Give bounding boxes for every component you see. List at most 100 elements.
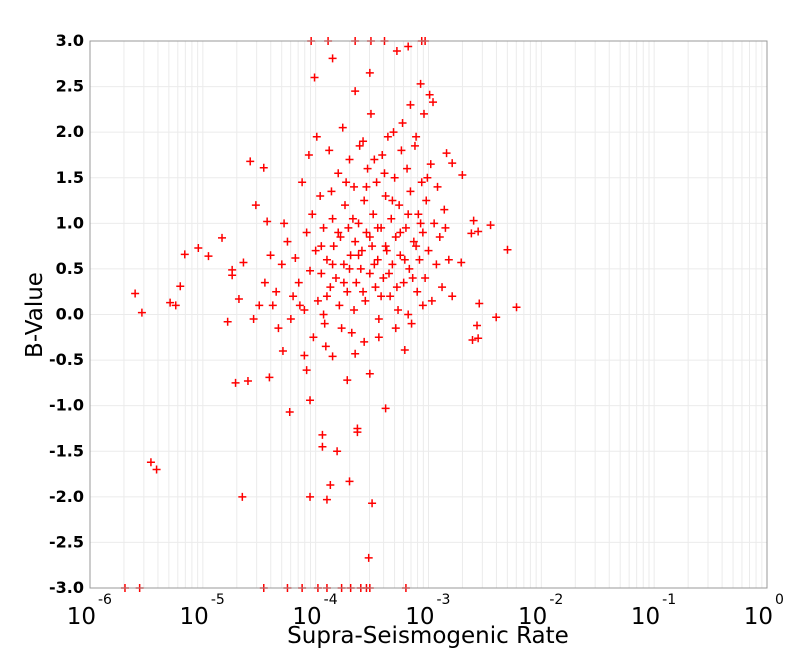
data-point	[408, 274, 417, 283]
data-point	[396, 251, 405, 260]
data-point	[341, 201, 350, 210]
data-point	[492, 313, 501, 322]
x-tick-exponent: -2	[549, 592, 563, 608]
data-point	[354, 219, 363, 228]
data-point	[176, 282, 185, 291]
data-point	[298, 178, 307, 187]
data-point	[435, 233, 444, 242]
data-point	[366, 109, 375, 118]
data-point	[300, 351, 309, 360]
data-point	[360, 196, 369, 205]
data-point	[223, 317, 232, 326]
data-point	[444, 255, 453, 264]
x-tick-base: 10	[292, 604, 321, 630]
data-point	[401, 223, 410, 232]
data-point	[430, 219, 439, 228]
plot-frame	[89, 40, 768, 589]
data-point	[373, 223, 382, 232]
data-point	[351, 349, 360, 358]
data-point	[433, 182, 442, 191]
data-point	[512, 303, 521, 312]
data-point	[362, 228, 371, 237]
x-tick-base: 10	[518, 604, 547, 630]
y-tick-label: -1.0	[49, 396, 84, 415]
data-point	[386, 292, 395, 301]
data-point	[422, 196, 431, 205]
data-point	[413, 287, 422, 296]
data-point	[343, 376, 352, 385]
data-point	[333, 447, 342, 456]
data-point	[152, 465, 161, 474]
data-point	[468, 336, 477, 345]
data-point	[234, 295, 243, 304]
data-point	[359, 287, 368, 296]
data-point	[438, 283, 447, 292]
data-point	[397, 146, 406, 155]
data-point	[265, 373, 274, 382]
data-point	[243, 377, 252, 386]
data-point	[322, 255, 331, 264]
x-tick-base: 10	[631, 604, 660, 630]
data-point	[321, 342, 330, 351]
data-point	[391, 324, 400, 333]
data-point	[379, 274, 388, 283]
y-tick-label: -2.5	[49, 532, 84, 551]
data-point	[372, 178, 381, 187]
data-point	[351, 87, 360, 96]
data-point	[334, 169, 343, 178]
data-point	[339, 278, 348, 287]
data-point	[395, 201, 404, 210]
y-tick-label: -1.5	[49, 441, 84, 460]
data-point	[475, 299, 484, 308]
data-point	[319, 310, 328, 319]
data-point	[283, 237, 292, 246]
data-point	[351, 237, 360, 246]
data-point	[344, 223, 353, 232]
data-point	[362, 182, 371, 191]
data-point	[400, 346, 409, 355]
y-tick-label: 0.0	[56, 305, 84, 324]
data-point	[309, 333, 318, 342]
y-tick-label: 1.0	[56, 213, 84, 232]
data-point	[131, 289, 140, 298]
data-point	[255, 301, 264, 310]
data-point	[388, 260, 397, 269]
data-point	[390, 173, 399, 182]
data-point	[378, 150, 387, 159]
data-point	[350, 305, 359, 314]
data-point	[318, 442, 327, 451]
data-point	[373, 255, 382, 264]
data-point	[316, 191, 325, 200]
data-point	[300, 305, 309, 314]
data-point	[414, 210, 423, 219]
data-point	[345, 155, 354, 164]
data-point	[295, 301, 304, 310]
data-point	[371, 283, 380, 292]
data-point	[369, 210, 378, 219]
data-point	[302, 228, 311, 237]
data-point	[424, 246, 433, 255]
data-point	[404, 210, 413, 219]
data-point	[306, 266, 315, 275]
data-point	[334, 228, 343, 237]
data-point	[416, 219, 425, 228]
data-point	[423, 173, 432, 182]
data-point	[278, 346, 287, 355]
data-point	[357, 246, 366, 255]
data-point	[380, 169, 389, 178]
y-axis-ticks: 3.0 2.5 2.0 1.5 1.0 0.5 0.0 -0.5 -1.0 -1.5 -2.0 -2.…	[49, 31, 84, 597]
data-point	[368, 499, 377, 508]
data-point	[392, 283, 401, 292]
data-point	[429, 98, 438, 107]
data-point	[274, 324, 283, 333]
data-point	[268, 301, 277, 310]
data-point	[337, 324, 346, 333]
x-tick-base: 10	[67, 604, 96, 630]
data-point	[419, 109, 428, 118]
x-tick-exponent: -1	[662, 592, 676, 608]
data-point	[251, 201, 260, 210]
data-point	[318, 430, 327, 439]
data-point	[432, 260, 441, 269]
data-point	[339, 260, 348, 269]
